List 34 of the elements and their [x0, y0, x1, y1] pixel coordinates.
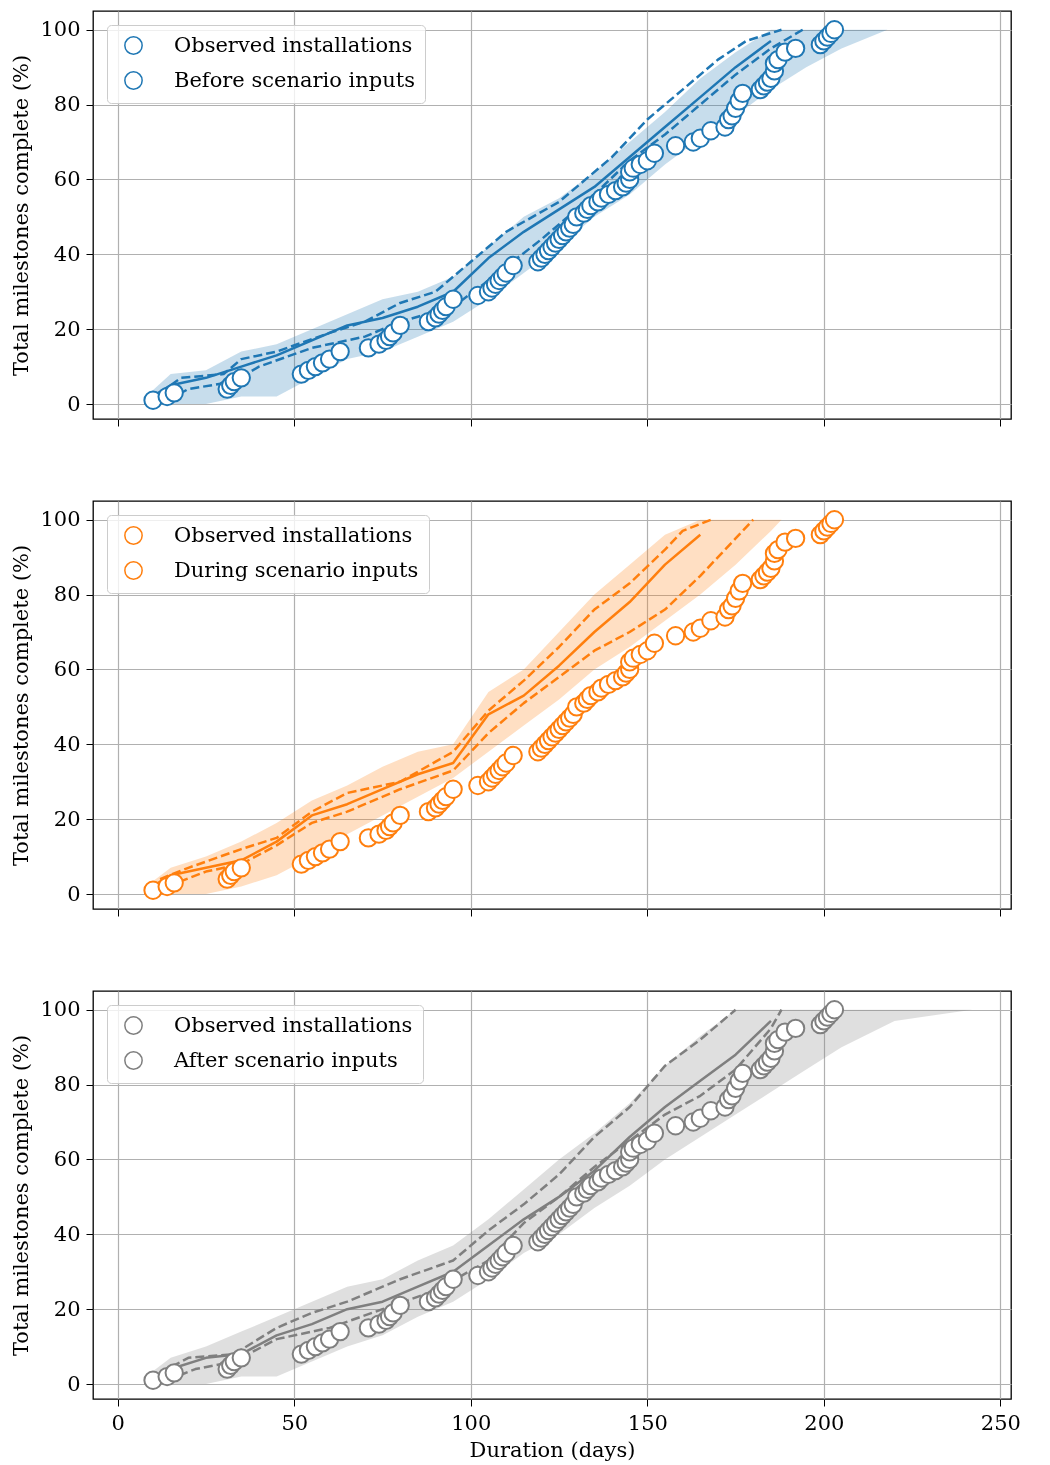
x-tick-label: 0 [111, 1410, 125, 1435]
y-tick-label: 100 [40, 997, 81, 1022]
y-tick-label: 100 [40, 507, 81, 532]
legend-label: During scenario inputs [174, 557, 419, 582]
legend-label: Before scenario inputs [174, 67, 415, 92]
y-axis-title: Total milestones complete (%) [9, 544, 34, 867]
y-tick-label: 40 [53, 1221, 81, 1246]
y-tick-label: 40 [53, 731, 81, 756]
x-tick-label: 150 [627, 1410, 668, 1435]
y-tick-label: 0 [67, 1371, 81, 1396]
y-tick-label: 100 [40, 17, 81, 42]
x-tick-label: 250 [980, 1410, 1021, 1435]
y-tick-label: 0 [67, 391, 81, 416]
y-tick-label: 80 [53, 1072, 81, 1097]
y-tick-label: 80 [53, 582, 81, 607]
y-tick-label: 60 [53, 656, 81, 681]
y-tick-label: 40 [53, 241, 81, 266]
y-tick-label: 20 [53, 806, 81, 831]
x-axis-title: Duration (days) [469, 1437, 636, 1462]
y-tick-label: 80 [53, 92, 81, 117]
x-tick-label: 100 [451, 1410, 492, 1435]
x-tick-label: 50 [281, 1410, 309, 1435]
y-tick-label: 60 [53, 1146, 81, 1171]
legend-label: Observed installations [174, 522, 413, 547]
y-tick-label: 20 [53, 316, 81, 341]
y-axis-title: Total milestones complete (%) [9, 1034, 34, 1357]
legend-label: After scenario inputs [173, 1047, 398, 1072]
y-axis-title: Total milestones complete (%) [9, 54, 34, 377]
y-tick-label: 60 [53, 166, 81, 191]
y-tick-label: 20 [53, 1296, 81, 1321]
legend-label: Observed installations [174, 1012, 413, 1037]
x-tick-label: 200 [804, 1410, 845, 1435]
y-tick-label: 0 [67, 881, 81, 906]
legend-label: Observed installations [174, 32, 413, 57]
